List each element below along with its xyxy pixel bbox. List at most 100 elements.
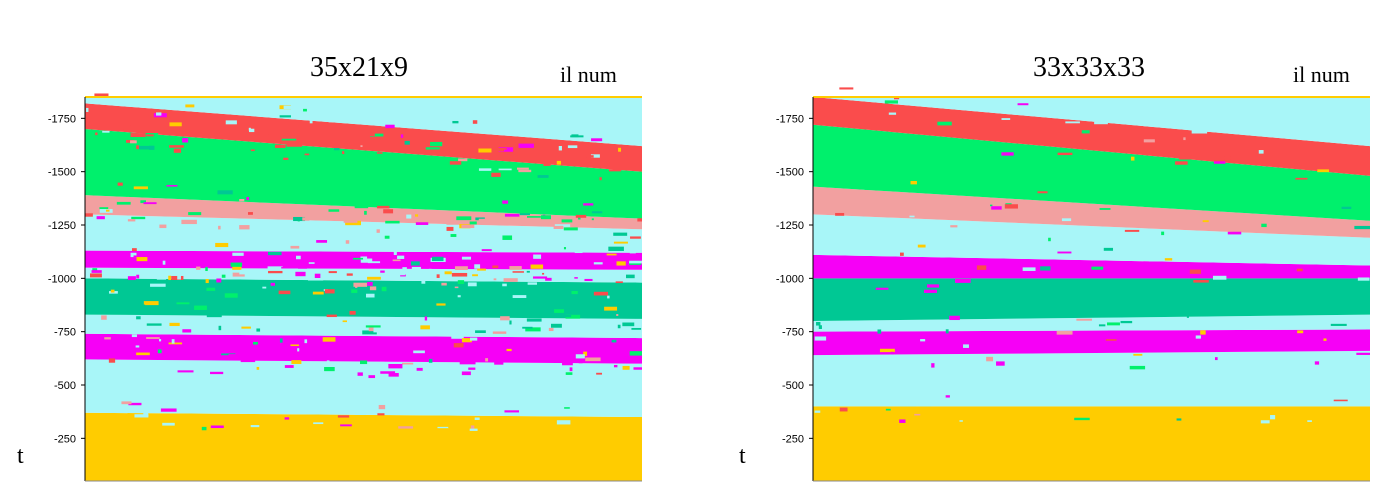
speckle	[493, 278, 497, 281]
speckle	[599, 177, 602, 181]
speckle	[104, 186, 116, 189]
speckle	[620, 327, 632, 331]
speckle	[1193, 279, 1209, 283]
speckle	[169, 122, 182, 127]
speckle	[556, 160, 562, 165]
speckle	[1120, 320, 1133, 324]
speckle	[278, 290, 291, 295]
speckle	[349, 407, 356, 410]
speckle	[1175, 161, 1188, 165]
speckle	[544, 344, 557, 349]
speckle	[583, 351, 588, 357]
speckle	[136, 274, 140, 279]
speckle	[629, 249, 636, 254]
speckle	[431, 256, 444, 262]
speckle	[159, 303, 171, 306]
speckle	[517, 245, 524, 248]
speckle	[426, 126, 429, 129]
speckle	[327, 140, 333, 145]
speckle	[471, 248, 480, 251]
speckle	[904, 349, 912, 355]
speckle	[308, 277, 324, 281]
speckle	[270, 282, 276, 286]
speckle	[471, 240, 487, 243]
speckle	[519, 213, 530, 216]
speckle	[116, 201, 131, 205]
speckle	[313, 422, 324, 425]
speckle	[622, 365, 630, 370]
speckle	[527, 282, 537, 285]
facies-band	[813, 406, 1370, 481]
speckle	[388, 363, 403, 369]
speckle	[477, 268, 486, 271]
speckle	[618, 352, 629, 357]
speckle	[210, 190, 214, 193]
speckle	[430, 141, 443, 147]
speckle	[188, 212, 202, 216]
speckle	[1103, 247, 1114, 251]
speckle	[337, 415, 350, 418]
speckle	[316, 240, 328, 243]
speckle	[351, 306, 362, 310]
speckle	[1258, 150, 1264, 154]
speckle	[360, 360, 368, 365]
speckle	[95, 132, 98, 136]
speckle	[1341, 206, 1352, 209]
speckle	[138, 145, 155, 150]
speckle	[575, 214, 587, 218]
speckle	[1314, 361, 1320, 365]
speckle	[239, 198, 245, 202]
speckle	[617, 324, 621, 329]
speckle	[571, 290, 578, 295]
speckle	[561, 219, 573, 223]
speckle	[616, 261, 626, 266]
speckle	[373, 329, 383, 333]
speckle	[265, 273, 271, 277]
speckle	[353, 199, 356, 203]
speckle	[571, 134, 579, 138]
y-tick-label: -1750	[48, 113, 76, 125]
speckle	[574, 248, 583, 254]
speckle	[504, 410, 520, 413]
facies-band	[813, 97, 1370, 147]
speckle	[899, 252, 904, 256]
speckle	[596, 372, 603, 375]
speckle	[378, 404, 386, 410]
speckle	[1347, 255, 1363, 258]
speckle	[1330, 323, 1347, 326]
speckle	[498, 168, 512, 171]
speckle	[367, 261, 381, 264]
speckle	[415, 222, 429, 225]
speckle	[1261, 223, 1267, 228]
speckle	[351, 289, 358, 293]
speckle	[494, 361, 504, 365]
speckle	[625, 246, 634, 250]
y-tick-label: -1500	[776, 167, 804, 179]
speckle	[950, 393, 965, 396]
speckle	[1317, 169, 1329, 173]
speckle	[864, 188, 869, 190]
speckle	[1297, 330, 1304, 334]
speckle	[268, 209, 282, 213]
speckle	[512, 295, 527, 299]
speckle	[304, 153, 310, 156]
speckle	[1133, 353, 1143, 356]
speckle	[377, 205, 390, 209]
speckle	[225, 421, 235, 426]
speckle	[909, 215, 915, 218]
speckle	[1189, 269, 1202, 274]
speckle	[130, 140, 137, 144]
speckle	[133, 186, 148, 190]
speckle	[173, 148, 182, 153]
speckle	[1107, 322, 1120, 326]
speckle	[256, 328, 261, 332]
speckle	[520, 406, 531, 409]
speckle	[613, 232, 628, 236]
speckle	[149, 360, 158, 364]
speckle	[888, 112, 897, 115]
speckle	[376, 229, 380, 233]
speckle	[224, 293, 238, 298]
speckle	[247, 212, 253, 215]
speckle	[522, 326, 533, 329]
speckle	[626, 274, 635, 279]
